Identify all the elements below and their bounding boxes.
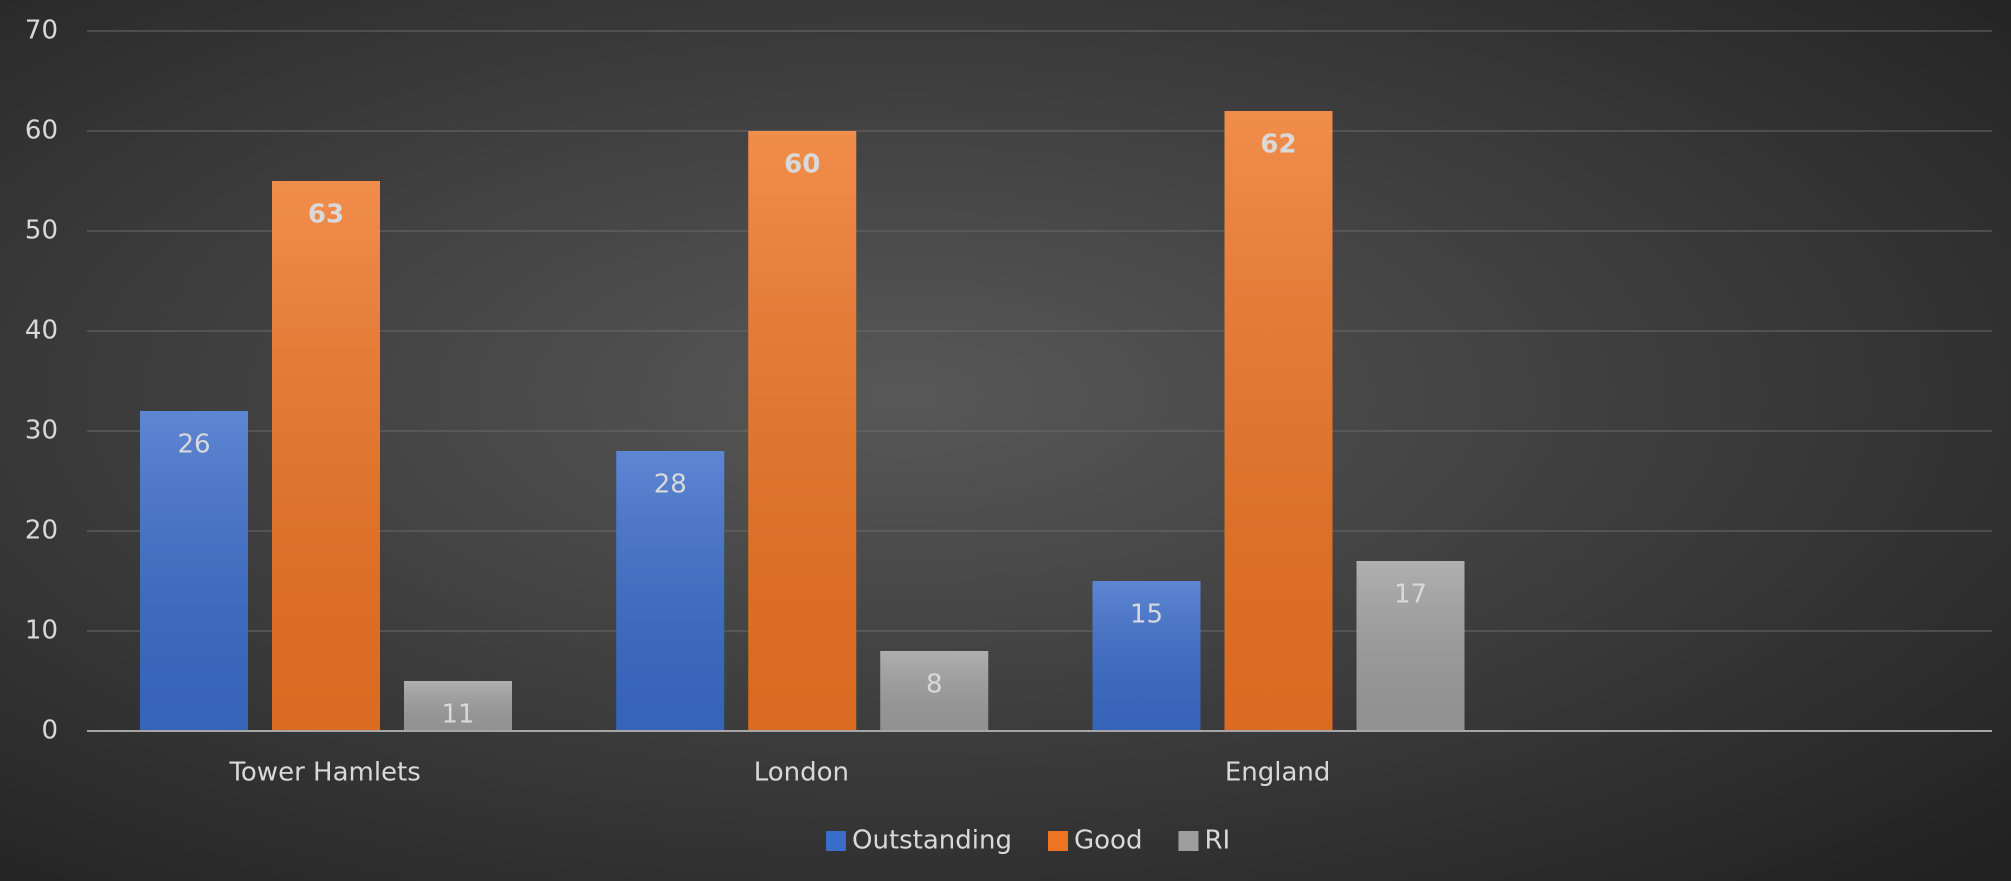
data-label: 26 [177, 430, 210, 460]
legend-swatch [1048, 831, 1068, 851]
data-label: 62 [1260, 130, 1296, 160]
y-tick-label: 0 [41, 716, 58, 746]
y-tick-label: 60 [25, 116, 58, 146]
bar-shade [748, 131, 857, 731]
legend-label: Good [1074, 826, 1142, 856]
data-label: 28 [654, 470, 687, 500]
bar-shade [1224, 111, 1333, 731]
data-label: 63 [308, 200, 344, 230]
bar-shade [1092, 581, 1201, 731]
x-tick-label: England [1225, 758, 1331, 788]
legend-swatch [1178, 831, 1199, 851]
bar-shade [272, 181, 380, 731]
bar-shade [880, 651, 989, 731]
legend: Outstanding Good RI [826, 826, 1230, 856]
data-label: 15 [1130, 600, 1163, 630]
y-tick-label: 50 [25, 216, 58, 246]
bar-shade [1356, 561, 1465, 731]
bar-shade [140, 411, 248, 731]
legend-swatch [826, 831, 846, 851]
x-tick-label: London [754, 758, 849, 788]
legend-label: Outstanding [852, 826, 1012, 856]
data-label: 17 [1394, 580, 1427, 610]
bar-shade [616, 451, 725, 731]
data-label: 60 [784, 150, 820, 180]
x-tick-label: Tower Hamlets [228, 758, 420, 788]
y-tick-label: 40 [25, 316, 58, 346]
legend-label: RI [1204, 826, 1230, 856]
y-tick-label: 30 [25, 416, 58, 446]
data-label: 8 [926, 670, 943, 700]
y-tick-label: 70 [25, 16, 58, 46]
data-label: 11 [441, 700, 474, 730]
y-tick-label: 20 [25, 516, 58, 546]
y-tick-label: 10 [25, 616, 58, 646]
bar-shade [404, 681, 512, 731]
